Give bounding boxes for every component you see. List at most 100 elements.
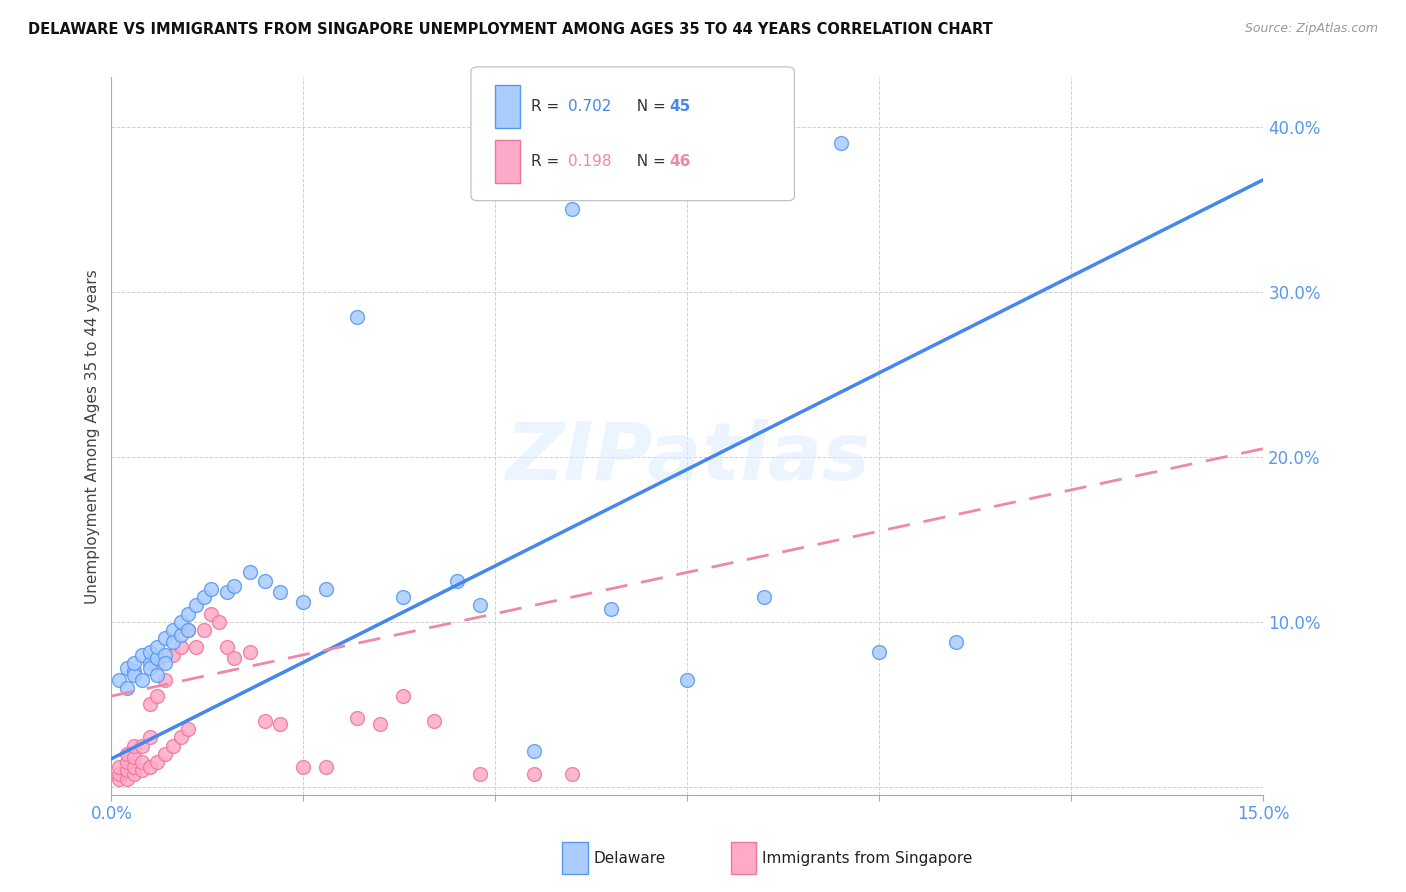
Point [177,623,200,637]
Point [108,772,131,786]
Point [269,585,291,599]
Point [208,615,231,629]
Point [177,607,200,621]
Point [124,656,146,670]
Point [124,760,146,774]
Point [146,689,169,703]
Point [115,772,138,786]
Point [108,760,131,774]
Text: Immigrants from Singapore: Immigrants from Singapore [762,851,973,865]
Point [153,673,176,687]
Point [108,766,131,780]
Point [200,607,222,621]
Point [599,601,621,615]
Point [561,766,583,780]
Text: Source: ZipAtlas.com: Source: ZipAtlas.com [1244,22,1378,36]
Y-axis label: Unemployment Among Ages 35 to 44 years: Unemployment Among Ages 35 to 44 years [86,268,100,604]
Point [153,747,176,761]
Point [131,755,153,769]
Point [830,136,852,151]
Point [139,760,162,774]
Point [139,644,162,658]
Point [184,599,207,613]
Point [224,651,246,665]
Point [215,585,238,599]
Point [754,590,776,604]
Point [239,644,262,658]
Point [676,673,699,687]
Point [523,766,546,780]
Point [292,595,315,609]
Point [392,689,415,703]
Point [193,623,215,637]
Point [162,648,184,662]
Point [945,634,967,648]
Text: 0.198: 0.198 [568,153,612,169]
Point [253,714,276,728]
Point [139,698,162,712]
Point [224,578,246,592]
Point [193,590,215,604]
Point [315,760,337,774]
Text: Delaware: Delaware [593,851,665,865]
Text: R =: R = [531,99,565,114]
Point [131,739,153,753]
Point [146,755,169,769]
Text: N =: N = [627,99,671,114]
Point [115,661,138,675]
Point [146,640,169,654]
Point [368,717,391,731]
Point [239,566,262,580]
Point [200,582,222,596]
Point [124,750,146,764]
Text: 46: 46 [669,153,690,169]
Point [177,623,200,637]
Point [146,651,169,665]
Point [139,656,162,670]
Point [139,731,162,745]
Point [269,717,291,731]
Point [169,731,191,745]
Point [131,648,153,662]
Point [153,632,176,646]
Point [253,574,276,588]
Point [124,665,146,679]
Point [124,766,146,780]
Text: 0.702: 0.702 [568,99,612,114]
Text: ZIPatlas: ZIPatlas [505,418,870,497]
Point [446,574,468,588]
Point [468,599,491,613]
Point [346,310,368,324]
Point [115,764,138,778]
Point [162,623,184,637]
Point [124,667,146,681]
Point [184,640,207,654]
Point [131,673,153,687]
Point [131,764,153,778]
Point [868,644,890,658]
Point [423,714,446,728]
Point [124,739,146,753]
Point [468,766,491,780]
Point [153,656,176,670]
Point [146,667,169,681]
Point [177,722,200,736]
Point [115,755,138,769]
Point [561,202,583,217]
Point [169,628,191,642]
Point [146,656,169,670]
Text: 45: 45 [669,99,690,114]
Point [139,661,162,675]
Point [153,648,176,662]
Point [162,739,184,753]
Text: N =: N = [627,153,671,169]
Point [315,582,337,596]
Point [523,743,546,757]
Point [162,634,184,648]
Text: R =: R = [531,153,565,169]
Point [292,760,315,774]
Point [108,673,131,687]
Point [169,640,191,654]
Point [115,747,138,761]
Point [392,590,415,604]
